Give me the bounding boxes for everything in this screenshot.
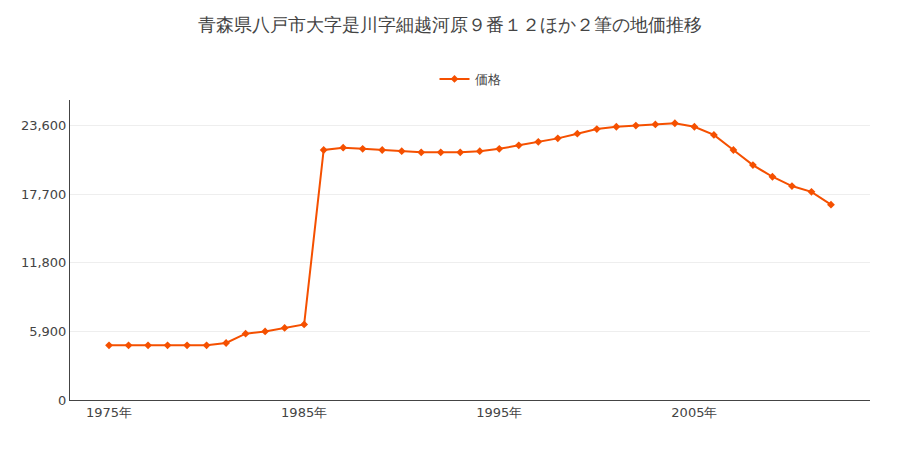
svg-text:1995年: 1995年 xyxy=(476,405,522,420)
svg-text:1975年: 1975年 xyxy=(86,405,132,420)
svg-text:0: 0 xyxy=(58,393,66,408)
svg-text:価格: 価格 xyxy=(475,72,501,87)
svg-text:11,800: 11,800 xyxy=(21,255,67,270)
svg-text:1985年: 1985年 xyxy=(281,405,327,420)
svg-text:2005年: 2005年 xyxy=(671,405,717,420)
svg-text:23,600: 23,600 xyxy=(21,118,67,133)
svg-text:17,700: 17,700 xyxy=(21,187,67,202)
svg-text:5,900: 5,900 xyxy=(29,324,66,339)
svg-text:青森県八戸市大字是川字細越河原９番１２ほか２筆の地価推移: 青森県八戸市大字是川字細越河原９番１２ほか２筆の地価推移 xyxy=(198,14,702,35)
